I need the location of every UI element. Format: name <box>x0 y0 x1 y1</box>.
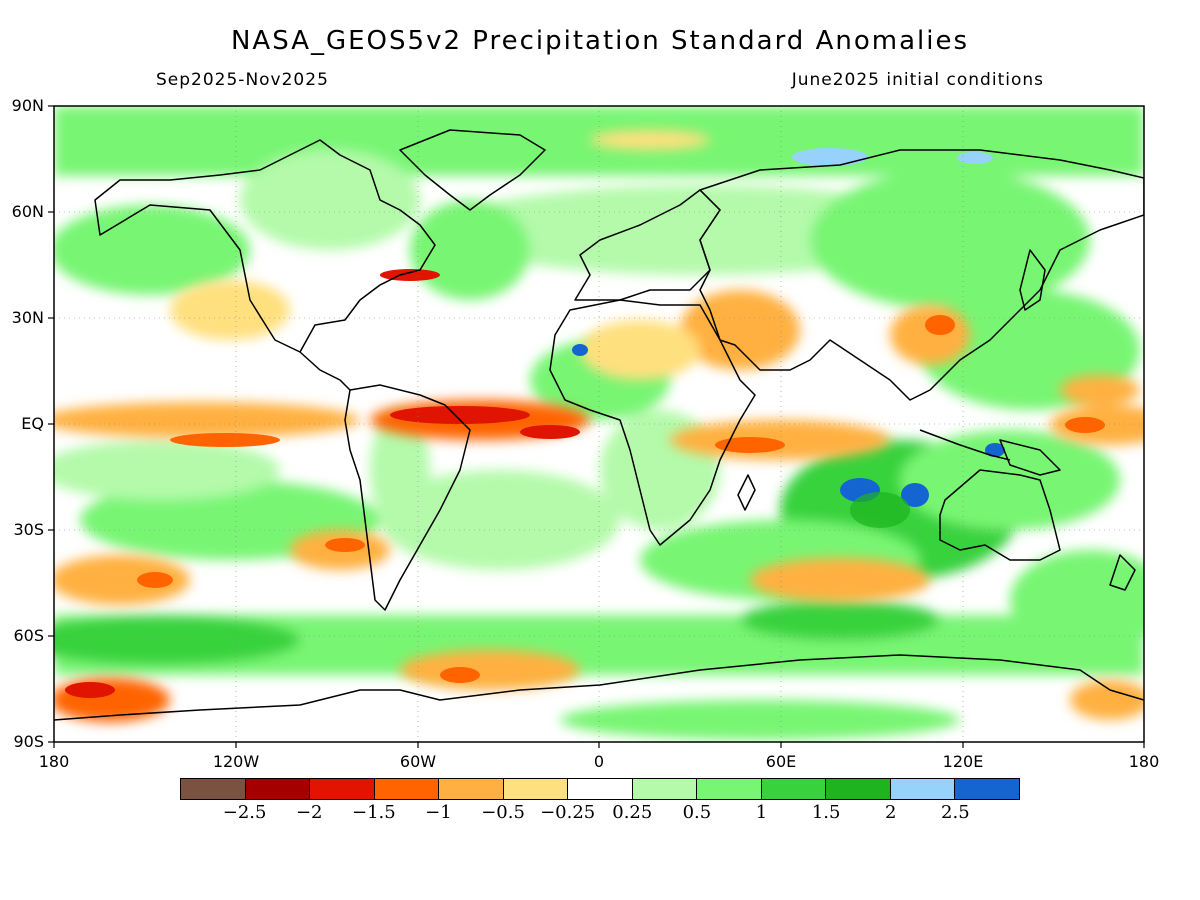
lat-label-90s: 90S <box>13 732 44 751</box>
colorbar-label: −1 <box>425 802 452 823</box>
colorbar-swatch-12 <box>955 779 1019 799</box>
colorbar-label: 2 <box>885 802 897 823</box>
lon-label-60w: 60W <box>399 752 437 771</box>
colorbar-swatch-11 <box>890 779 956 799</box>
colorbar-label: −1.5 <box>351 802 396 823</box>
lon-label-0: 0 <box>593 752 605 771</box>
lon-label-180w: 180 <box>38 752 70 771</box>
graticule <box>54 106 1144 742</box>
colorbar-label: −2.5 <box>222 802 267 823</box>
colorbar-label: −2 <box>295 802 323 823</box>
colorbar-label: 2.5 <box>941 802 970 823</box>
lat-label-30s: 30S <box>13 520 44 539</box>
lon-label-120w: 120W <box>212 752 260 771</box>
coastlines <box>54 129 1144 721</box>
colorbar-swatch-7 <box>632 779 698 799</box>
chart-title: NASA_GEOS5v2 Precipitation Standard Anom… <box>230 26 970 56</box>
colorbar-swatch-0 <box>181 779 246 799</box>
colorbar-label: 0.5 <box>682 802 712 823</box>
colorbar-swatch-1 <box>245 779 311 799</box>
colorbar-swatch-5 <box>503 779 569 799</box>
colorbar-swatch-8 <box>697 779 762 799</box>
colorbar-label: 1 <box>755 802 768 823</box>
colorbar-swatch-6 <box>568 779 633 799</box>
colorbar-swatch-4 <box>439 779 504 799</box>
colorbar-swatch-2 <box>310 779 375 799</box>
positive-anomaly-field <box>54 106 1144 740</box>
colorbar <box>180 778 1020 800</box>
lon-label-180e: 180 <box>1128 752 1160 771</box>
strong-anomaly-spots <box>65 148 1105 698</box>
lat-label-60s: 60S <box>13 626 44 645</box>
lon-label-60e: 60E <box>765 752 797 771</box>
lat-label-60n: 60N <box>11 202 44 221</box>
lat-label-90n: 90N <box>11 96 44 115</box>
colorbar-swatch-10 <box>826 779 891 799</box>
forecast-period: Sep2025-Nov2025 <box>156 70 329 90</box>
colorbar-label: −0.5 <box>481 802 525 823</box>
colorbar-swatch-3 <box>374 779 440 799</box>
lat-label-30n: 30N <box>11 308 44 327</box>
lat-label-eq: EQ <box>21 414 44 433</box>
colorbar-swatch-9 <box>761 779 827 799</box>
initial-conditions: June2025 initial conditions <box>791 70 1044 90</box>
colorbar-label: −0.25 <box>540 802 596 823</box>
colorbar-label: 1.5 <box>811 802 841 823</box>
colorbar-label: 0.25 <box>612 802 653 823</box>
negative-anomaly-field <box>54 130 1144 722</box>
axis-ticks <box>48 105 1145 748</box>
lon-label-120e: 120E <box>942 752 984 771</box>
